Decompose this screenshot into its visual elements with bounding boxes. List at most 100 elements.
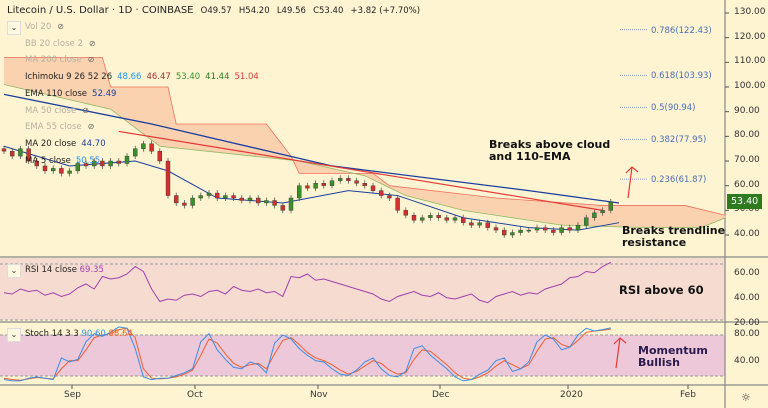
indicator-value: 44.70 <box>81 138 106 149</box>
indicator-legend-item[interactable]: MA 200 close ⊘ <box>25 55 94 65</box>
stoch-k-line <box>3 326 611 382</box>
eye-hidden-icon[interactable]: ⊘ <box>87 55 95 65</box>
candle <box>338 178 343 181</box>
candle <box>1 148 7 152</box>
candle <box>411 215 417 221</box>
candle <box>34 160 39 167</box>
last-price-tag: 53.40 <box>727 194 763 209</box>
candle <box>444 217 449 221</box>
candle <box>436 215 441 218</box>
candle <box>100 160 105 167</box>
candle <box>247 197 253 201</box>
collapse-rsi-button[interactable]: ⌄ <box>7 264 21 278</box>
rsi-value: 69.35 <box>79 265 104 275</box>
candle <box>461 217 466 223</box>
stoch-legend[interactable]: Stoch 14 3 3 90.60 88.64 <box>25 329 133 339</box>
candle <box>190 197 195 206</box>
indicator-legend-item[interactable]: Vol 20 ⊘ <box>25 22 64 32</box>
indicator-value: 41.44 <box>205 72 230 83</box>
stoch-axis-label: 40.00 <box>734 356 760 366</box>
indicator-label: MA 200 close <box>25 55 82 66</box>
indicator-label: MA 50 close <box>25 105 77 116</box>
rsi-label: RSI 14 close <box>25 265 77 275</box>
candle <box>510 232 515 236</box>
candle <box>223 195 228 199</box>
indicator-label: Vol 20 <box>25 22 52 32</box>
price-axis-label: 110.00 <box>734 56 766 67</box>
candle <box>9 150 15 157</box>
candle <box>182 202 187 206</box>
candle <box>518 229 523 233</box>
candle <box>239 197 245 201</box>
price-axis-label: 50.00 <box>734 204 760 215</box>
candle <box>584 217 589 226</box>
candle <box>198 195 204 199</box>
indicator-legend-item[interactable]: MA 50 close ⊘ <box>25 106 89 116</box>
ohlc-open: O49.57 <box>200 6 232 16</box>
chart-header: Litecoin / U.S. Dollar · 1D · COINBASE O… <box>7 5 424 16</box>
candle <box>272 200 277 206</box>
indicator-label: EMA 110 close <box>25 88 88 99</box>
eye-hidden-icon[interactable]: ⊘ <box>87 122 95 132</box>
indicator-legend-item[interactable]: EMA 55 close ⊘ <box>25 122 94 132</box>
eye-hidden-icon[interactable]: ⊘ <box>57 22 64 31</box>
candle <box>526 229 531 232</box>
indicator-value: 52.49 <box>92 88 117 99</box>
collapse-stoch-button[interactable]: ⌄ <box>7 328 21 342</box>
candle <box>543 227 548 231</box>
candle <box>575 224 581 231</box>
ohlc-low: L49.56 <box>276 6 306 16</box>
candle <box>608 201 613 211</box>
candle <box>83 163 89 167</box>
candle <box>403 210 408 216</box>
indicator-legend-item[interactable]: MA 5 close 50.55 <box>25 156 100 166</box>
candle <box>370 185 376 191</box>
indicator-label: Ichimoku 9 26 52 26 <box>25 72 113 83</box>
breakout-arrow-head <box>625 166 639 174</box>
price-axis-label: 40.00 <box>734 229 760 240</box>
indicator-legend-item[interactable]: EMA 110 close 52.49 <box>25 89 116 99</box>
settings-gear-icon[interactable]: ☼ <box>741 391 751 404</box>
candle <box>493 227 499 231</box>
candle <box>600 210 605 214</box>
annotation-stoch: Momentum Bullish <box>638 344 708 369</box>
candle <box>280 205 285 211</box>
indicator-label: MA 20 close <box>25 138 77 149</box>
time-axis-label: Sep <box>64 390 81 400</box>
candle <box>132 148 138 157</box>
time-axis-label: Feb <box>680 390 696 400</box>
candle <box>329 180 335 186</box>
rsi-legend[interactable]: RSI 14 close 69.35 <box>25 265 104 275</box>
candle <box>26 148 31 162</box>
candle <box>116 160 122 164</box>
candle <box>428 215 433 218</box>
candle <box>592 212 597 218</box>
candle <box>91 160 97 167</box>
candle <box>75 163 81 172</box>
stoch-label: Stoch 14 3 3 <box>25 329 79 339</box>
candle <box>173 195 179 204</box>
candle <box>165 160 171 196</box>
momentum-arrow <box>615 337 621 369</box>
indicator-legend-item[interactable]: Ichimoku 9 26 52 26 48.66 46.47 53.40 41.44 5… <box>25 72 259 82</box>
stoch-k-value: 90.60 <box>81 329 106 339</box>
annotation-cloud-break: Breaks above cloud and 110-EMA <box>489 138 611 163</box>
fib-label: 0.236(61.87) <box>651 175 707 186</box>
price-axis-label: 120.00 <box>734 31 766 42</box>
candle <box>346 178 351 181</box>
candle <box>231 195 236 199</box>
rsi-line <box>3 261 612 304</box>
candle <box>387 195 392 199</box>
price-axis-label: 100.00 <box>734 81 766 91</box>
eye-hidden-icon[interactable]: ⊘ <box>88 38 96 48</box>
indicator-value: 51.04 <box>234 72 259 83</box>
eye-hidden-icon[interactable]: ⊘ <box>82 105 89 115</box>
indicator-legend-item[interactable]: MA 20 close 44.70 <box>25 139 106 149</box>
candle <box>452 217 458 221</box>
collapse-legend-button[interactable]: ⌄ <box>7 21 21 35</box>
candle <box>534 227 540 231</box>
breakout-arrow <box>627 166 633 199</box>
annotation-rsi: RSI above 60 <box>619 283 704 297</box>
indicator-legend-item[interactable]: BB 20 close 2 ⊘ <box>25 39 96 49</box>
